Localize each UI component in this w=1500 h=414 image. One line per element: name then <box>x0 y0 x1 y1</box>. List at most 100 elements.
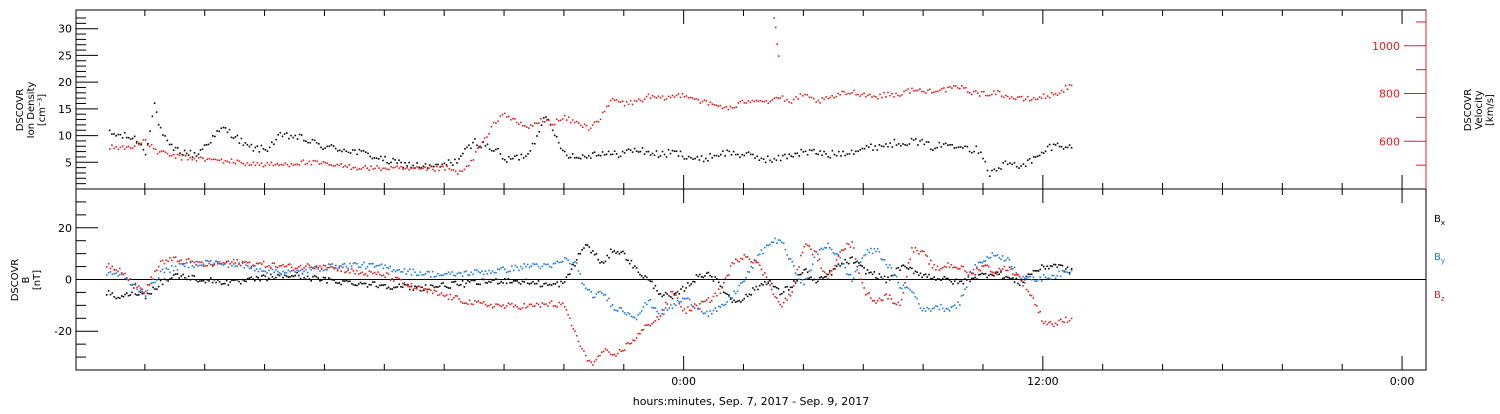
data-point <box>216 159 219 161</box>
data-point <box>876 248 879 250</box>
data-point <box>761 100 764 103</box>
data-point <box>714 292 716 295</box>
data-point <box>208 280 210 282</box>
data-point <box>1013 266 1016 269</box>
data-point <box>127 145 130 148</box>
data-point <box>311 138 314 141</box>
data-point <box>552 282 555 285</box>
data-point <box>1062 148 1065 150</box>
data-point <box>628 262 631 265</box>
data-point <box>691 97 694 99</box>
data-point <box>495 122 497 124</box>
data-point <box>667 148 670 151</box>
data-point <box>416 288 418 290</box>
data-point <box>422 165 425 168</box>
data-point <box>479 283 481 286</box>
data-point <box>771 161 773 163</box>
data-point <box>1044 320 1047 323</box>
data-point <box>305 268 307 271</box>
data-point <box>883 258 886 261</box>
data-point <box>663 313 665 315</box>
top-y2label-line: DSCOVR <box>1463 89 1474 132</box>
data-point <box>740 301 742 303</box>
data-point <box>698 159 701 161</box>
data-point <box>498 268 501 271</box>
data-point <box>937 90 939 93</box>
data-point <box>967 274 970 276</box>
data-point <box>678 301 681 303</box>
data-point <box>504 159 506 161</box>
data-point <box>601 261 603 263</box>
data-point <box>250 267 253 270</box>
data-point <box>947 308 949 310</box>
data-point <box>368 263 371 265</box>
data-point <box>577 340 580 343</box>
data-point <box>472 279 474 282</box>
data-point <box>595 253 598 255</box>
data-point <box>284 162 287 164</box>
data-point <box>519 265 522 268</box>
data-point <box>728 294 730 296</box>
data-point <box>497 282 499 285</box>
data-point <box>675 294 677 296</box>
data-point <box>463 271 466 273</box>
data-point <box>512 117 514 120</box>
data-point <box>1001 268 1004 270</box>
data-point <box>276 163 279 165</box>
data-point <box>801 251 804 254</box>
data-point <box>910 137 913 140</box>
data-point <box>736 300 739 303</box>
data-point <box>258 151 261 153</box>
data-point <box>668 295 670 297</box>
data-point <box>171 264 173 267</box>
data-point <box>525 155 527 157</box>
data-point <box>419 286 422 288</box>
data-point <box>370 271 372 273</box>
data-point <box>546 119 548 121</box>
data-point <box>405 273 407 275</box>
data-point <box>1049 321 1052 323</box>
data-point <box>252 161 255 164</box>
data-point <box>1060 145 1063 148</box>
data-point <box>627 311 629 314</box>
data-point <box>627 259 629 262</box>
data-point <box>715 104 718 107</box>
data-point <box>1022 99 1025 102</box>
data-point <box>846 242 848 245</box>
data-point <box>226 160 229 163</box>
data-point <box>552 262 555 265</box>
data-point <box>1051 265 1053 268</box>
data-point <box>986 276 988 279</box>
data-point <box>887 266 889 269</box>
data-point <box>280 265 282 267</box>
data-point <box>163 262 166 265</box>
data-point <box>993 254 995 257</box>
data-point <box>299 264 302 267</box>
data-point <box>131 291 133 294</box>
data-point <box>1058 92 1061 94</box>
data-point <box>729 298 732 300</box>
data-point <box>306 162 309 165</box>
data-point <box>925 92 927 94</box>
data-point <box>373 266 376 268</box>
data-point <box>1003 277 1006 279</box>
data-point <box>266 150 269 152</box>
data-point <box>512 157 514 160</box>
data-point <box>883 91 885 94</box>
data-point <box>716 278 718 280</box>
data-point <box>264 275 267 278</box>
data-point <box>1058 145 1061 148</box>
data-point <box>345 271 348 273</box>
data-point <box>911 247 913 249</box>
data-point <box>925 141 928 143</box>
data-point <box>491 279 494 281</box>
data-point <box>685 312 687 315</box>
data-point <box>923 307 925 310</box>
data-point <box>255 268 258 270</box>
data-point <box>731 301 734 303</box>
data-point <box>1054 263 1057 266</box>
data-point <box>124 277 126 280</box>
data-point <box>501 158 504 160</box>
data-point <box>685 297 687 300</box>
data-point <box>1052 93 1055 96</box>
